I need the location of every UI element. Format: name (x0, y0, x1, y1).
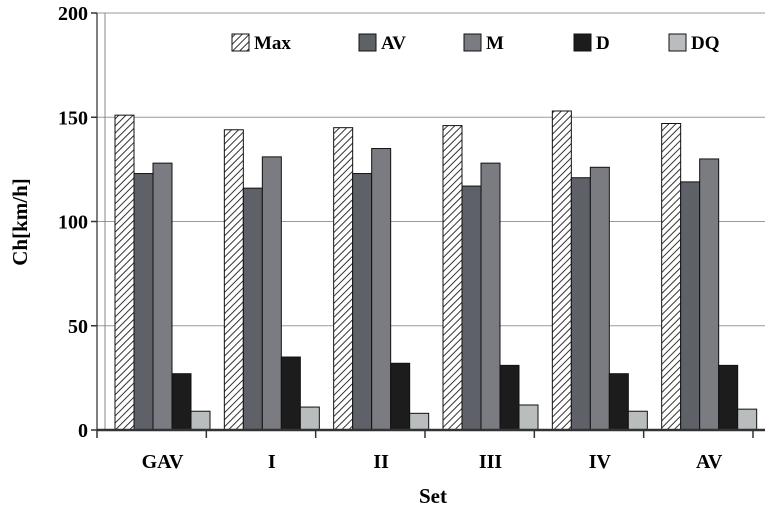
legend-label-d: D (596, 33, 610, 54)
bar-m-ii (371, 148, 392, 431)
legend-swatch-d (573, 33, 592, 52)
x-tick-label: GAV (142, 451, 184, 473)
bar-av-iii (461, 185, 482, 431)
bar-av-i (242, 187, 263, 431)
bar-d-av (718, 364, 739, 431)
x-tick-label: I (268, 451, 276, 473)
bar-max-iv (551, 110, 572, 431)
bar-d-iv (608, 373, 629, 431)
legend-label-m: M (486, 33, 504, 54)
legend-swatch-av (358, 33, 377, 52)
bar-d-ii (390, 362, 411, 431)
bar-max-av (661, 123, 682, 431)
y-tick-label: 200 (58, 3, 88, 25)
bar-m-iii (480, 162, 501, 431)
bar-dq-av (737, 408, 758, 431)
legend-swatch-m (463, 33, 482, 52)
bar-av-iv (570, 177, 591, 431)
bar-dq-i (299, 406, 320, 431)
bar-m-i (261, 156, 282, 431)
y-tick-label: 50 (68, 316, 88, 338)
x-tick-label: AV (696, 451, 723, 473)
y-tick-label: 150 (58, 107, 88, 129)
bar-d-i (280, 356, 301, 431)
x-tick-label: II (373, 451, 389, 473)
bar-av-gav (133, 173, 154, 431)
bars (114, 110, 758, 431)
gridlines (97, 12, 765, 327)
bar-max-ii (333, 127, 354, 431)
bar-m-iv (589, 166, 610, 431)
y-tick-label: 0 (78, 420, 88, 442)
y-tick-label: 100 (58, 212, 88, 234)
legend: Max AV M D DQ (231, 33, 720, 54)
bar-dq-gav (190, 410, 211, 431)
legend-swatch-dq (668, 33, 687, 52)
bar-d-gav (171, 373, 192, 431)
legend-swatch-max (231, 33, 250, 52)
bar-max-gav (114, 114, 135, 431)
legend-label-max: Max (254, 33, 291, 54)
x-tick-label: III (479, 451, 503, 473)
legend-label-dq: DQ (691, 33, 720, 54)
bar-max-i (223, 129, 244, 431)
bar-m-gav (152, 162, 173, 431)
bar-dq-iv (627, 410, 648, 431)
bar-max-iii (442, 125, 463, 431)
bar-av-av (680, 181, 701, 431)
bar-dq-ii (409, 412, 430, 431)
bar-d-iii (499, 364, 520, 431)
legend-label-av: AV (381, 33, 406, 54)
bar-m-av (699, 158, 720, 431)
bar-dq-iii (518, 404, 539, 431)
x-tick-label: IV (589, 451, 612, 473)
x-axis-label: Set (419, 484, 447, 508)
bar-av-ii (352, 173, 373, 431)
y-axis-label: Ch[km/h] (8, 178, 32, 266)
